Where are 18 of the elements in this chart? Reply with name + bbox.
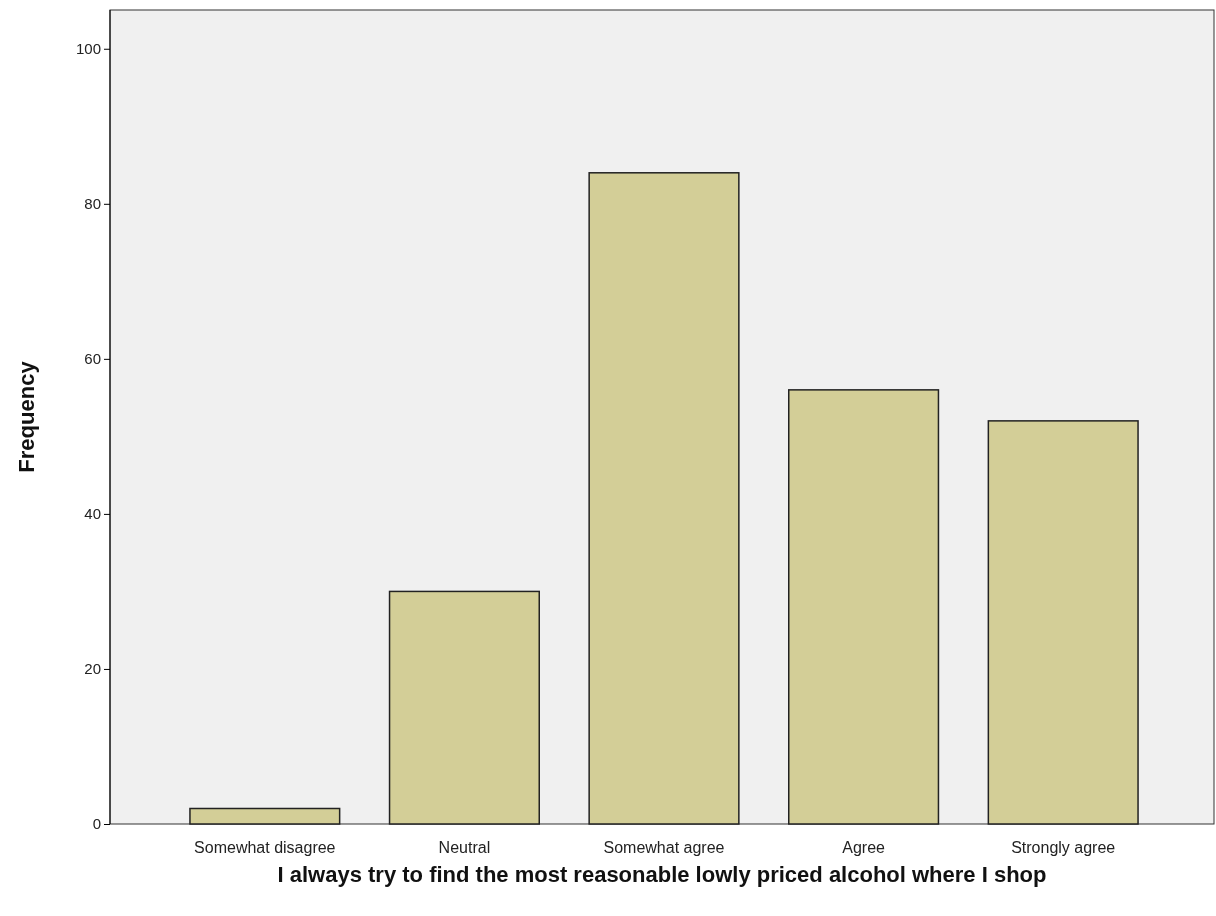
y-tick-label: 100	[75, 40, 101, 58]
y-tick-label: 40	[84, 505, 101, 523]
y-tick-label: 20	[84, 660, 101, 678]
bar	[588, 172, 740, 825]
x-tick-label: Somewhat agree	[603, 838, 725, 856]
x-tick-label: Somewhat disagree	[194, 838, 336, 856]
bar	[388, 590, 540, 825]
x-tick-label: Agree	[842, 838, 886, 856]
y-tick-label: 60	[84, 350, 101, 368]
bar	[987, 420, 1139, 825]
bar	[189, 807, 341, 825]
y-tick-label: 0	[92, 815, 101, 833]
y-axis-title: Frequency	[14, 360, 39, 473]
x-axis-title: I always try to find the most reasonable lowly priced alcohol where I shop	[277, 862, 1047, 887]
bar	[788, 389, 940, 825]
x-tick-label: Strongly agree	[1011, 838, 1116, 856]
x-tick-label: Neutral	[438, 838, 491, 856]
y-tick-label: 80	[84, 195, 101, 213]
